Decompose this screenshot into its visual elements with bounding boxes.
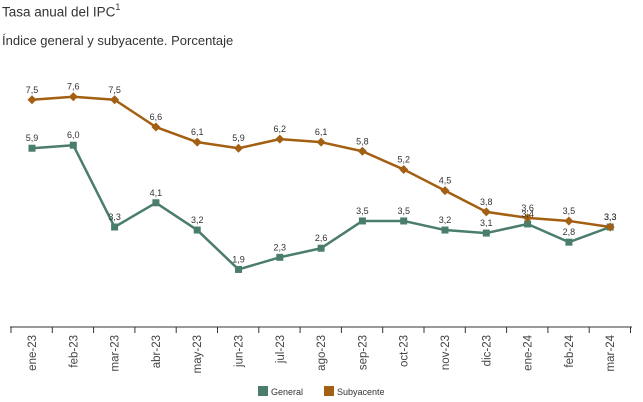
data-point [400, 217, 408, 225]
data-point [317, 244, 325, 252]
data-point [605, 222, 615, 232]
data-point [28, 144, 36, 152]
data-label: 7,5 [26, 85, 39, 95]
data-label: 6,0 [67, 130, 80, 140]
x-tick-label: may-23 [192, 335, 204, 373]
chart-subtitle: Índice general y subyacente. Porcentaje [2, 33, 234, 48]
data-point [565, 238, 573, 246]
data-point [523, 213, 533, 223]
data-label: 2,3 [274, 242, 287, 252]
data-label: 5,9 [232, 133, 245, 143]
data-point [482, 229, 490, 237]
data-label: 4,5 [439, 176, 452, 186]
x-tick-label: feb-24 [564, 334, 576, 367]
x-tick-label: feb-23 [68, 335, 80, 368]
data-label: 3,1 [480, 218, 493, 228]
legend: General Subyacente [258, 386, 385, 397]
data-label: 7,5 [108, 85, 121, 95]
title-superscript: 1 [115, 2, 121, 12]
data-label: 2,8 [563, 227, 576, 237]
data-point [234, 143, 243, 153]
data-point [151, 122, 161, 132]
data-point [111, 223, 119, 231]
data-point [192, 137, 202, 147]
data-point [399, 164, 409, 174]
data-label: 6,6 [150, 112, 163, 122]
data-label: 6,1 [191, 127, 204, 137]
data-label: 3,4 [521, 209, 534, 219]
data-label: 4,1 [150, 188, 163, 198]
chart-title: Tasa anual del IPC1 [2, 2, 121, 20]
x-tick-label: nov-23 [440, 335, 452, 370]
data-point [440, 186, 450, 196]
data-label: 3,3 [604, 212, 617, 222]
data-label: 6,2 [274, 124, 287, 134]
data-label: 5,2 [397, 154, 410, 164]
data-point [276, 253, 284, 261]
data-point [27, 95, 37, 105]
data-point [152, 199, 160, 207]
data-point [193, 226, 201, 234]
data-point [358, 217, 366, 225]
data-point [481, 207, 491, 217]
data-label: 2,6 [315, 233, 328, 243]
data-point [235, 265, 242, 273]
x-tick-label: jun-23 [234, 335, 246, 368]
data-label: 3,8 [480, 197, 493, 207]
data-point [110, 95, 120, 105]
x-tick-label: ago-23 [316, 335, 328, 371]
data-label: 3,2 [439, 215, 452, 225]
data-label: 5,8 [356, 136, 369, 146]
x-tick-label: ene-24 [523, 334, 535, 370]
data-point [441, 226, 449, 234]
x-tick-label: oct-23 [399, 335, 411, 367]
data-label: 3,3 [604, 212, 617, 222]
data-label: 3,2 [191, 215, 204, 225]
data-label: 6,1 [315, 127, 328, 137]
x-axis: ene-23 feb-23 mar-23 abr-23 may-23 jun-23 jul-… [10, 326, 632, 373]
x-tick-label: abr-23 [151, 335, 163, 368]
data-label: 3,5 [356, 206, 369, 216]
x-tick-label: sep-23 [357, 335, 369, 370]
series-layer [27, 92, 615, 273]
data-point [68, 92, 78, 102]
data-label: 3,3 [108, 212, 121, 222]
legend-swatch [258, 386, 268, 396]
data-point [564, 216, 574, 226]
data-point [316, 137, 326, 147]
data-label: 3,6 [521, 203, 534, 213]
x-tick-label: jul-23 [275, 335, 287, 364]
data-point [275, 134, 285, 144]
data-label: 3,5 [563, 206, 576, 216]
legend-swatch [324, 386, 334, 396]
data-point [357, 146, 367, 156]
legend-label: General [271, 387, 303, 397]
data-point [69, 141, 77, 149]
x-tick-label: mar-24 [605, 334, 617, 371]
x-tick-label: ene-23 [27, 335, 39, 371]
x-tick-label: mar-23 [110, 335, 122, 371]
data-labels: 5,9 6,0 3,3 4,1 3,2 1,9 2,3 2,6 3,5 3,5 3,2 3,1 3,4 2… [26, 82, 617, 265]
legend-label: Subyacente [337, 387, 385, 397]
data-label: 7,6 [67, 82, 80, 92]
data-label: 5,9 [26, 133, 39, 143]
x-tick-label: dic-23 [481, 335, 493, 366]
data-label: 3,5 [397, 206, 410, 216]
data-point [524, 220, 532, 228]
data-label: 1,9 [232, 254, 245, 264]
